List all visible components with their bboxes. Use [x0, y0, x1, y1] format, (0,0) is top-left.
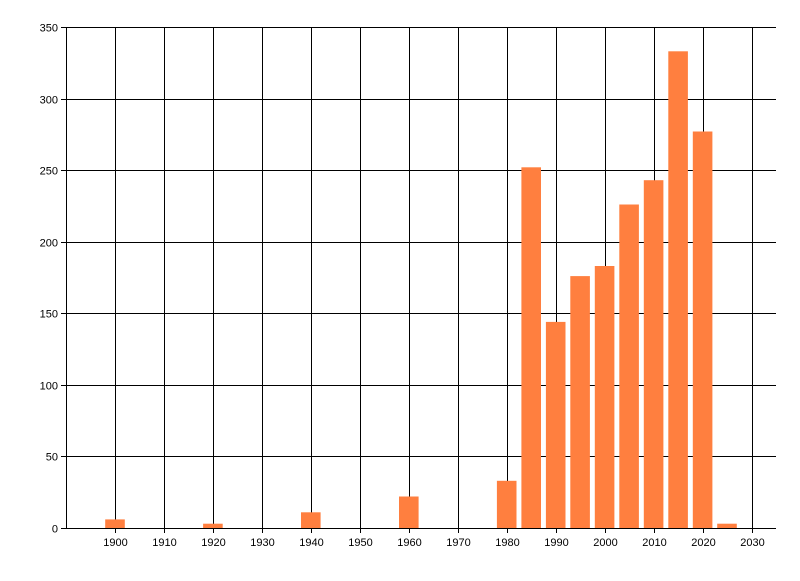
axes-layer [61, 27, 776, 533]
bar [570, 276, 590, 528]
bars-layer [105, 51, 737, 529]
y-tick-label: 150 [40, 309, 58, 321]
y-tick-label: 100 [40, 381, 58, 393]
bar [496, 480, 517, 528]
y-tick-label: 300 [40, 95, 58, 107]
x-tick-label: 1950 [348, 537, 372, 549]
x-tick-label: 2010 [642, 537, 666, 549]
x-tick-label: 1930 [250, 537, 274, 549]
x-tick-label: 1940 [299, 537, 323, 549]
x-tick-label: 1960 [397, 537, 421, 549]
x-tick-label: 1920 [201, 537, 225, 549]
y-tick-label: 200 [40, 238, 58, 250]
x-tick-label: 1910 [152, 537, 176, 549]
x-tick-label: 2020 [691, 537, 715, 549]
bar [521, 167, 541, 529]
y-tick-label: 250 [40, 166, 58, 178]
bar [717, 523, 737, 528]
x-tick-label: 2030 [740, 537, 764, 549]
bar [105, 519, 125, 528]
y-tick-label: 50 [46, 452, 58, 464]
bar [643, 180, 664, 528]
bar [399, 496, 419, 528]
y-tick-label: 0 [52, 524, 58, 536]
bar [692, 131, 713, 528]
x-tick-label: 1970 [446, 537, 470, 549]
x-tick-label: 2000 [593, 537, 617, 549]
bar [545, 321, 566, 528]
bar [301, 512, 321, 528]
x-tick-label: 1980 [495, 537, 519, 549]
bar [203, 523, 223, 528]
y-tick-labels: 0 50 100 150 200 250 300 350 [40, 23, 58, 536]
bar [668, 51, 688, 529]
bar [594, 266, 615, 528]
x-tick-label: 1900 [103, 537, 127, 549]
x-tick-label: 1990 [544, 537, 568, 549]
bar [619, 204, 639, 528]
y-tick-label: 350 [40, 23, 58, 35]
x-tick-labels: 1900 1910 1920 1930 1940 1950 1960 1970 1980 1990… [103, 537, 764, 549]
